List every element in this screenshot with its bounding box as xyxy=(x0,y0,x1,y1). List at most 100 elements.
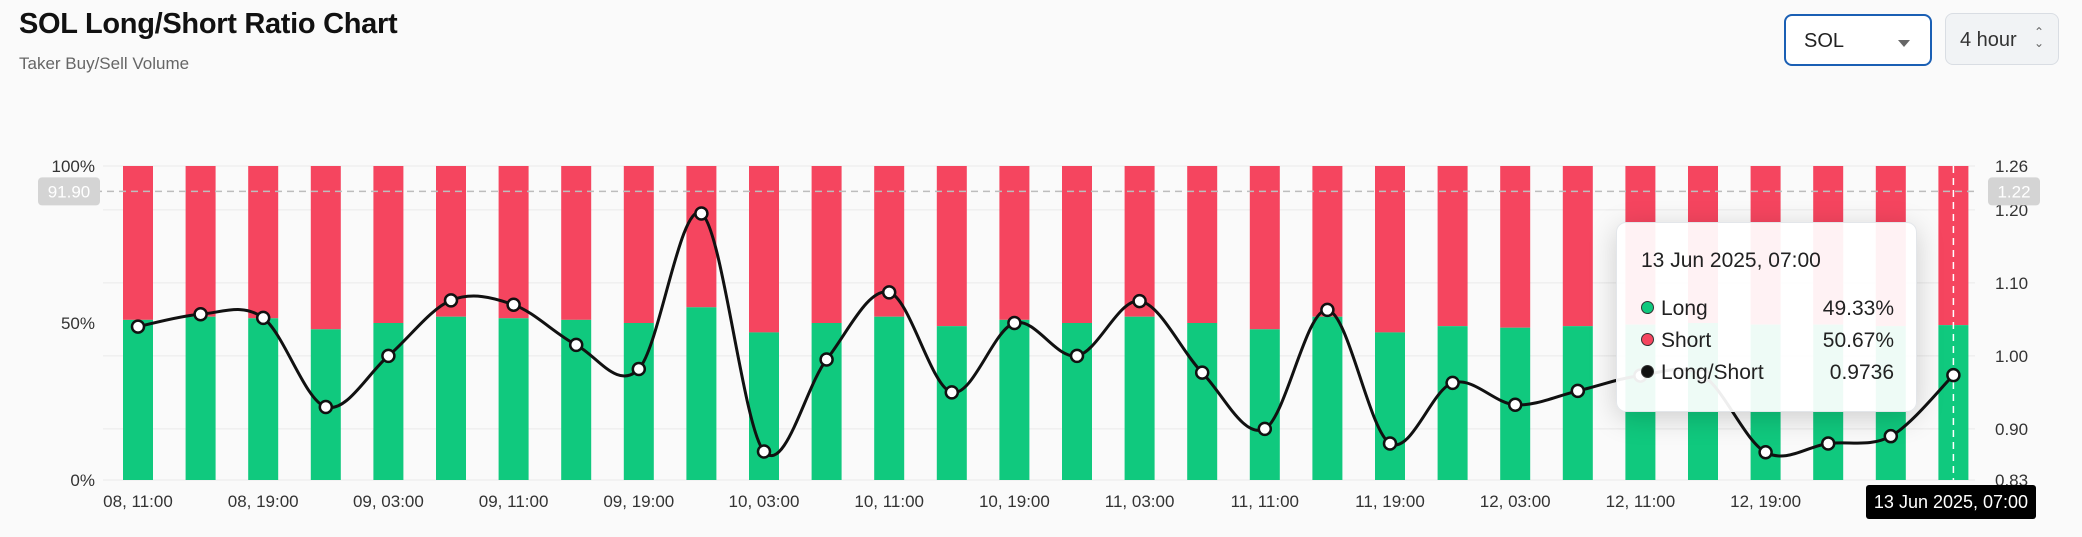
ratio-point xyxy=(756,444,772,459)
tooltip-value: 50.67% xyxy=(1822,329,1894,352)
y-right-tick-label: 1.00 xyxy=(1995,347,2028,366)
short-bar xyxy=(1249,166,1280,330)
tooltip-label: Short xyxy=(1661,329,1712,352)
tooltip-label: Long xyxy=(1661,297,1708,320)
x-tick-label: 12, 03:00 xyxy=(1480,492,1551,511)
ratio-point xyxy=(130,319,146,334)
long-bar xyxy=(811,323,842,480)
x-tick-label: 09, 11:00 xyxy=(479,492,549,511)
x-tick-label: 11, 11:00 xyxy=(1231,492,1299,511)
long-bar xyxy=(686,307,717,480)
x-axis: 08, 11:00 08, 19:00 09, 03:00 09, 11:00 09, … xyxy=(103,492,1900,511)
ratio-point xyxy=(318,399,334,415)
page-title: SOL Long/Short Ratio Chart xyxy=(19,8,398,40)
long-bar xyxy=(874,316,905,480)
tooltip-date: 13 Jun 2025, 07:00 xyxy=(1641,249,1821,272)
x-tick-label: 12, 11:00 xyxy=(1606,492,1676,511)
short-bar xyxy=(123,166,153,320)
ratio-point xyxy=(1257,421,1273,437)
chevron-down-icon xyxy=(1898,40,1910,47)
long-bar xyxy=(1562,326,1593,480)
ratio-point xyxy=(881,285,897,300)
short-bar xyxy=(811,166,842,323)
short-bar xyxy=(1437,166,1468,327)
ratio-point xyxy=(1382,436,1398,451)
ratio-point xyxy=(944,385,960,400)
x-tick-label: 10, 11:00 xyxy=(854,492,924,511)
crosshair xyxy=(83,166,1975,480)
long-bar xyxy=(1437,326,1468,480)
short-bar xyxy=(185,166,216,317)
x-tick-label: 10, 03:00 xyxy=(729,492,800,511)
ratio-point xyxy=(1320,302,1335,318)
tooltip-value: 49.33% xyxy=(1822,297,1894,320)
ratio-point xyxy=(1758,445,1773,460)
y-right-tick-label: 1.10 xyxy=(1995,274,2028,293)
chart-tooltip: 13 Jun 2025, 07:00 Long 49.33% Short 50.… xyxy=(1616,222,1917,412)
ratio-point xyxy=(1132,293,1147,309)
ratio-point xyxy=(1507,397,1523,413)
ratio-point xyxy=(1194,365,1210,380)
y-right-tick-label: 0.90 xyxy=(1995,420,2028,439)
long-bar xyxy=(936,326,967,480)
x-tick-label: 09, 19:00 xyxy=(603,492,674,511)
up-down-chevron-icon: ⌃ ⌄ xyxy=(2033,25,2044,50)
short-dot-icon xyxy=(1641,332,1654,346)
x-tick-label: 12, 19:00 xyxy=(1730,492,1801,511)
symbol-select[interactable]: SOL xyxy=(1784,14,1932,66)
x-tick-label: 11, 19:00 xyxy=(1355,492,1425,511)
short-bar xyxy=(999,166,1030,320)
ratio-point xyxy=(1570,383,1586,399)
ratio-point xyxy=(506,297,521,312)
short-bar xyxy=(1500,166,1531,328)
x-tick-label: 11, 03:00 xyxy=(1105,492,1175,511)
short-bar xyxy=(1187,166,1218,323)
symbol-select-value: SOL xyxy=(1804,30,1845,52)
ratio-point xyxy=(1946,367,1961,383)
long-bar xyxy=(1249,329,1280,480)
short-bar xyxy=(1562,166,1593,327)
y-right-tick-label: 1.26 xyxy=(1995,157,2028,176)
tooltip-row-short: Short 50.67% xyxy=(1641,329,1894,355)
long-bar xyxy=(123,319,153,480)
x-tick-label: 08, 11:00 xyxy=(103,492,173,511)
ratio-point xyxy=(631,361,647,377)
long-dot-icon xyxy=(1641,300,1654,314)
ratio-point xyxy=(1069,348,1085,364)
long-bar xyxy=(248,318,279,480)
long-bar xyxy=(1375,332,1405,480)
y-axis-right: 1.261.201.101.000.900.831.22 xyxy=(1988,157,2040,490)
ratio-point xyxy=(1820,436,1836,451)
ratio-point xyxy=(1883,428,1899,444)
interval-select[interactable]: 4 hour ⌃ ⌄ xyxy=(1945,13,2059,65)
crosshair-x-label: 13 Jun 2025, 07:00 xyxy=(1866,485,2036,519)
long-bar xyxy=(498,318,529,480)
long-bar xyxy=(1312,316,1343,480)
short-bar xyxy=(936,166,967,327)
ratio-point xyxy=(1445,375,1460,391)
ratio-point xyxy=(193,306,208,322)
ratio-point xyxy=(443,293,459,308)
y-left-tick-label: 0% xyxy=(70,471,95,490)
y-left-tick-label: 100% xyxy=(52,157,95,176)
long-bar xyxy=(185,316,216,480)
x-tick-label: 10, 19:00 xyxy=(979,492,1050,511)
ratio-point xyxy=(568,337,584,353)
short-bar xyxy=(373,166,404,323)
y-right-tick-label: 1.20 xyxy=(1995,201,2028,220)
long-bar xyxy=(1062,323,1092,480)
ratio-point xyxy=(255,310,271,326)
crosshair-right-label: 1.22 xyxy=(1997,182,2030,201)
short-bar xyxy=(248,166,279,319)
long-bar xyxy=(1124,316,1155,480)
ratio-point xyxy=(694,206,709,221)
short-bar xyxy=(310,166,341,330)
y-left-tick-label: 50% xyxy=(61,314,95,333)
short-bar xyxy=(561,166,592,320)
short-bar xyxy=(1062,166,1092,323)
long-bar xyxy=(1187,323,1218,480)
ratio-point xyxy=(381,348,396,364)
y-axis-left: 100% 50% 0% 91.90 xyxy=(38,157,100,490)
short-bar xyxy=(498,166,529,319)
crosshair-left-label: 91.90 xyxy=(48,182,91,201)
